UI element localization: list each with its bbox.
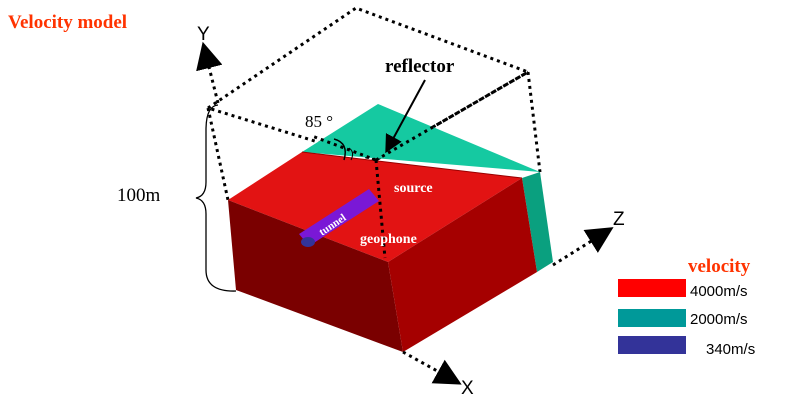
geophone-label: geophone [360, 232, 417, 247]
diagram-title: Velocity model [8, 12, 127, 33]
red-top-face [228, 152, 522, 262]
reflector-arrow [385, 79, 426, 154]
reflector-line [301, 151, 523, 179]
legend-swatch-3 [618, 336, 686, 354]
legend-swatch-2 [618, 309, 686, 327]
height-label: 100m [117, 185, 161, 206]
legend-title: velocity [688, 256, 751, 277]
angle-arc-2 [348, 147, 354, 161]
source-label: source [394, 181, 433, 196]
reflector-label: reflector [385, 56, 455, 77]
legend-label-1: 4000m/s [690, 283, 748, 300]
z-axis [552, 227, 614, 267]
velocity-block [228, 104, 553, 352]
red-right-face [388, 178, 537, 352]
y-axis-label: Y [197, 24, 210, 45]
axes: Y Z X [196, 24, 625, 398]
tunnel-bar [299, 189, 379, 246]
y-axis [196, 41, 223, 104]
angle-arc [333, 138, 346, 161]
legend-swatch-1 [618, 279, 686, 297]
z-axis-label: Z [613, 209, 625, 230]
x-axis [402, 350, 462, 385]
velocity-legend: velocity 4000m/s 2000m/s 340m/s [618, 256, 755, 358]
teal-right-face [522, 172, 553, 272]
tunnel-end [301, 237, 315, 247]
red-left-face [228, 200, 403, 352]
legend-label-3: 340m/s [706, 341, 755, 358]
x-axis-label: X [461, 378, 474, 398]
legend-label-2: 2000m/s [690, 311, 748, 328]
angle-label: 85 ° [305, 112, 333, 131]
height-brace [195, 104, 237, 292]
